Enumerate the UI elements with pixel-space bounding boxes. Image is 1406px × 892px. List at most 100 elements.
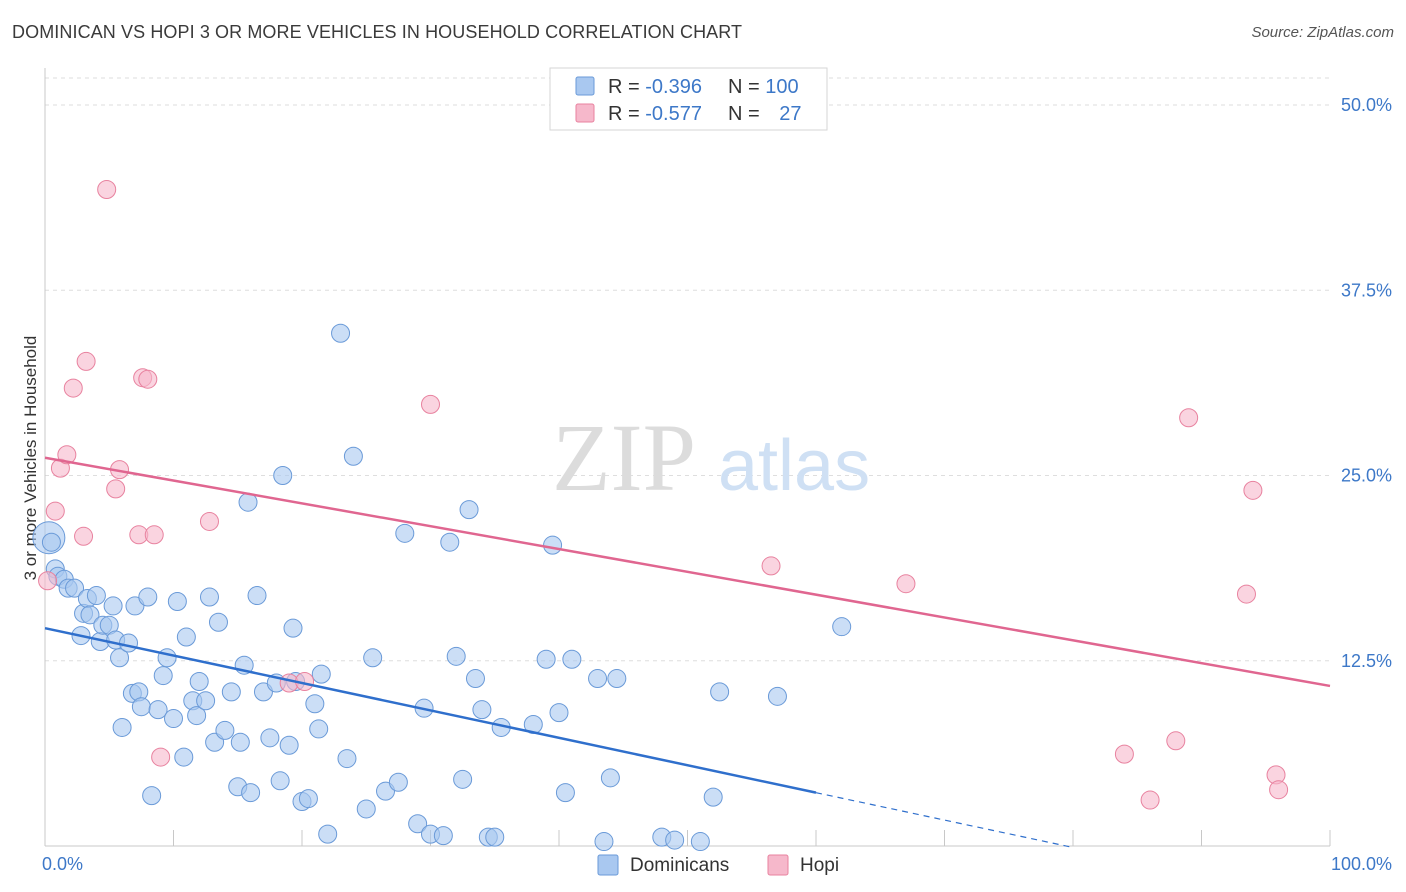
dominicans-point-30	[174, 747, 194, 767]
dominicans-point-85	[549, 703, 569, 723]
hopi-point-25	[1236, 584, 1256, 604]
dominicans-point-72	[433, 826, 453, 846]
dominicans-point-18	[119, 633, 139, 653]
hopi-point-15	[199, 511, 219, 531]
hopi-point-0	[38, 571, 58, 591]
dominicans-point-83	[536, 649, 556, 669]
dominicans-point-64	[356, 799, 376, 819]
y-axis-title: 3 or more Vehicles in Household	[21, 336, 40, 581]
y-tick-label-3: 50.0%	[1341, 95, 1392, 115]
dominicans-point-94	[690, 832, 710, 852]
hopi-point-14	[151, 747, 171, 767]
dominicans-point-9	[80, 605, 100, 625]
dominicans-point-31	[176, 627, 196, 647]
trend-line-hopi	[44, 456, 1331, 688]
dominicans-point-90	[600, 768, 620, 788]
dominicans-point-17	[112, 717, 132, 737]
source-label: Source: ZipAtlas.com	[1251, 24, 1394, 41]
dominicans-point-40	[221, 682, 241, 702]
watermark-zip: ZIP	[552, 404, 696, 511]
dominicans-point-10	[86, 586, 106, 606]
svg-text:N = 100: N = 100	[728, 76, 799, 98]
series-hopi-points	[38, 180, 1289, 810]
dominicans-point-77	[465, 669, 485, 689]
dominicans-point-48	[260, 728, 280, 748]
dominicans-point-22	[131, 697, 151, 717]
dominicans-point-91	[607, 669, 627, 689]
svg-text:R = -0.396: R = -0.396	[608, 76, 702, 98]
dominicans-point-97	[767, 686, 787, 706]
dominicans-point-99	[41, 532, 61, 552]
dominicans-point-50	[270, 771, 290, 791]
dominicans-point-35	[196, 691, 216, 711]
dominicans-point-68	[395, 523, 415, 543]
hopi-point-6	[76, 351, 96, 371]
gridlines	[45, 77, 1330, 662]
dominicans-point-57	[305, 694, 325, 714]
dominicans-point-5	[65, 578, 85, 598]
legend-r-label-2: R =	[608, 103, 645, 125]
dominicans-point-16	[110, 648, 130, 668]
dominicans-point-63	[343, 446, 363, 466]
legend-n-value-1: 100	[765, 76, 798, 98]
dominicans-point-46	[247, 586, 267, 606]
legend-n-value-2: 27	[779, 103, 801, 125]
bottom-legend-hopi: Hopi	[800, 855, 839, 876]
legend-swatch-dominicans	[575, 76, 595, 96]
y-tick-labels: 12.5% 25.0% 37.5% 50.0%	[1341, 95, 1392, 671]
hopi-point-8	[106, 479, 126, 499]
dominicans-point-78	[472, 700, 492, 720]
dominicans-point-45	[241, 783, 261, 803]
dominicans-point-28	[164, 709, 183, 729]
y-tick-label-0: 12.5%	[1341, 651, 1392, 671]
legend-swatch-hopi	[575, 103, 595, 123]
dominicans-point-67	[388, 772, 408, 792]
dominicans-point-93	[665, 830, 685, 850]
dominicans-point-95	[703, 787, 723, 807]
dominicans-point-42	[230, 732, 250, 752]
dominicans-point-53	[283, 618, 303, 638]
dominicans-point-52	[279, 735, 299, 755]
stats-legend: R = -0.396 N = 100 R = -0.577 N = 27	[549, 67, 828, 131]
legend-r-label-1: R =	[608, 76, 645, 98]
hopi-point-12	[138, 369, 158, 389]
x-tick-label-max: 100.0%	[1331, 854, 1392, 874]
series-dominicans-points	[32, 323, 852, 852]
hopi-point-3	[57, 445, 77, 465]
legend-n-label-2: N =	[728, 103, 765, 125]
dominicans-point-59	[311, 664, 331, 684]
dominicans-point-14	[103, 596, 123, 616]
svg-text:R = -0.577: R = -0.577	[608, 103, 702, 125]
hopi-point-21	[1114, 744, 1134, 764]
dominicans-point-80	[485, 827, 505, 847]
dominicans-point-38	[208, 612, 228, 632]
hopi-point-22	[1140, 790, 1160, 810]
hopi-point-1	[45, 501, 65, 521]
dominicans-point-98	[832, 617, 852, 637]
dominicans-point-24	[142, 786, 162, 806]
hopi-point-5	[74, 526, 94, 546]
y-tick-label-2: 37.5%	[1341, 280, 1392, 300]
hopi-point-13	[144, 525, 164, 545]
dominicans-point-84	[543, 535, 563, 555]
legend-n-label-1: N =	[728, 76, 765, 98]
dominicans-point-26	[153, 666, 173, 686]
dominicans-point-27	[157, 648, 177, 668]
dominicans-point-73	[440, 532, 460, 552]
trend-lines	[44, 456, 1331, 849]
dominicans-point-62	[337, 749, 357, 769]
dominicans-point-87	[562, 649, 582, 669]
dominicans-point-76	[459, 500, 479, 520]
hopi-point-4	[63, 378, 83, 398]
dominicans-point-61	[331, 323, 351, 343]
dominicans-point-23	[138, 587, 158, 607]
dominicans-point-60	[318, 824, 338, 844]
hopi-point-23	[1166, 731, 1186, 751]
dominicans-point-96	[710, 682, 730, 702]
x-axis-ticks	[44, 830, 1331, 846]
dominicans-point-89	[594, 832, 614, 852]
chart-title: DOMINICAN VS HOPI 3 OR MORE VEHICLES IN …	[12, 22, 743, 42]
bottom-legend-swatch-hopi	[767, 854, 789, 876]
hopi-point-24	[1179, 408, 1199, 428]
